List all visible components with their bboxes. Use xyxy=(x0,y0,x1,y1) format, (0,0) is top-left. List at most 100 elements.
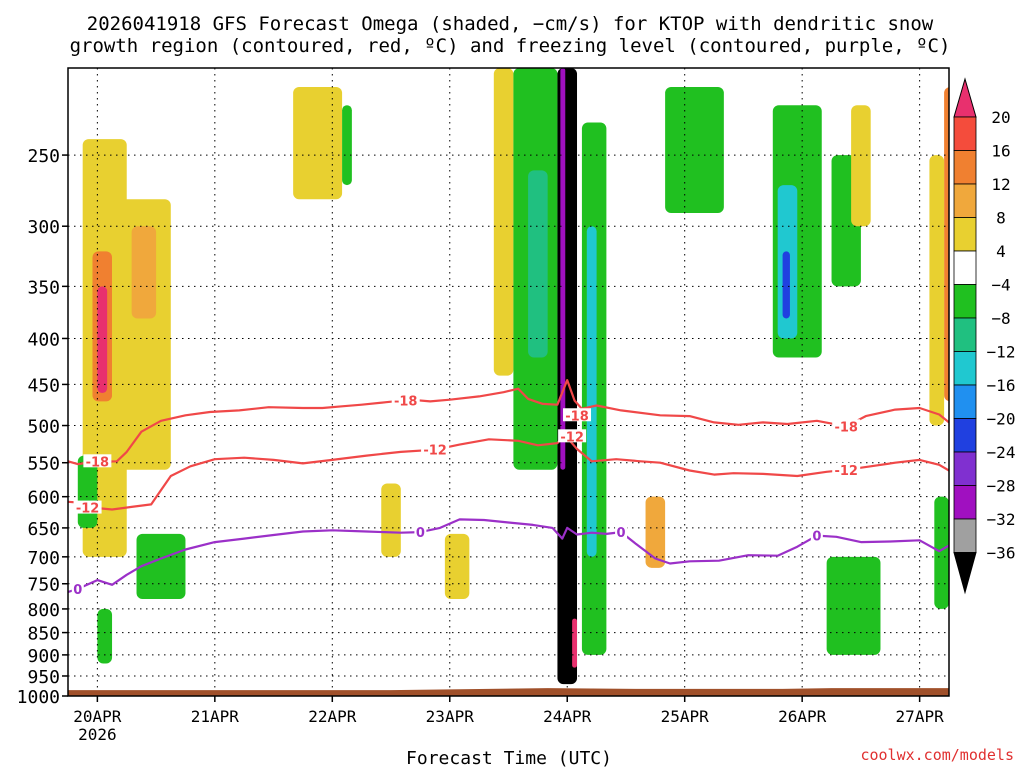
contour-label-bg xyxy=(414,525,427,539)
colorbar-label-12: −32 xyxy=(987,510,1016,529)
credit-link[interactable]: coolwx.com/models xyxy=(860,746,1014,764)
colorbar-label-8: −16 xyxy=(987,376,1016,395)
y-tick-label-350: 350 xyxy=(27,277,60,298)
y-tick-label-900: 900 xyxy=(27,646,60,667)
colorbar-cap-top xyxy=(953,77,977,118)
colorbar-bin-3 xyxy=(953,183,977,218)
omega-cell-25 xyxy=(826,556,881,655)
contour-label-bg xyxy=(615,525,628,539)
colorbar-bin-4 xyxy=(953,217,977,252)
y-tick-label-950: 950 xyxy=(27,667,60,688)
y-axis: 2503003504004505005506006507007508008509… xyxy=(17,146,68,708)
x-tick-label-24APR: 24APR xyxy=(543,707,592,726)
contour-label--12-0: -12 xyxy=(76,502,100,517)
colorbar-bin-12 xyxy=(953,485,977,520)
colorbar-bin-13 xyxy=(953,518,977,553)
y-tick-label-600: 600 xyxy=(27,488,60,509)
contour-label--12-1: -12 xyxy=(423,444,447,459)
x-axis-title: Forecast Time (UTC) xyxy=(406,748,612,768)
omega-cell-12 xyxy=(493,68,514,376)
contour-label-0-0: 0 xyxy=(73,583,82,598)
colorbar-label-2: 12 xyxy=(991,175,1010,194)
contour-lines: -18 -18 -18 -18 -12 -12 -12 -12 0 0 0 0 xyxy=(68,379,949,598)
x-tick-label-26APR: 26APR xyxy=(778,707,827,726)
omega-cell-17 xyxy=(572,618,578,668)
omega-cell-11 xyxy=(444,533,470,600)
contour-label--18-2: -18 xyxy=(565,409,589,424)
colorbar-label-10: −24 xyxy=(987,443,1016,462)
omega-cell-28 xyxy=(944,87,949,402)
colorbar-label-9: −20 xyxy=(987,410,1016,429)
colorbar-bin-6 xyxy=(953,284,977,319)
x-tick-label-21APR: 21APR xyxy=(191,707,240,726)
y-tick-label-450: 450 xyxy=(27,375,60,396)
x-tick-label-22APR: 22APR xyxy=(308,707,357,726)
colorbar-label-7: −12 xyxy=(987,343,1016,362)
omega-cell-6 xyxy=(97,608,113,664)
contour-line-0 xyxy=(68,518,949,594)
y-tick-label-750: 750 xyxy=(27,575,60,596)
colorbar-cap-bottom xyxy=(953,552,977,595)
y-tick-label-650: 650 xyxy=(27,519,60,540)
y-tick-label-1000: 1000 xyxy=(17,687,60,708)
contour-line--12 xyxy=(68,433,949,511)
ground-surface xyxy=(68,688,949,696)
colorbar-label-11: −28 xyxy=(987,477,1016,496)
colorbar-label-5: −4 xyxy=(991,276,1010,295)
colorbar-bin-9 xyxy=(953,384,977,419)
contour-label-bg xyxy=(83,454,112,468)
omega-cell-2 xyxy=(97,286,108,393)
contour-label-0-1: 0 xyxy=(416,526,425,541)
colorbar-label-4: 4 xyxy=(996,242,1006,261)
contour-label-bg xyxy=(421,442,450,456)
omega-cell-30 xyxy=(934,496,949,609)
plot-frame xyxy=(67,67,950,697)
colorbar-bin-7 xyxy=(953,317,977,352)
colorbar-bin-1 xyxy=(953,116,977,151)
y-tick-label-300: 300 xyxy=(27,217,60,238)
colorbar-bin-10 xyxy=(953,418,977,453)
contour-label-bg xyxy=(73,500,102,514)
contour-line--18 xyxy=(68,379,949,466)
colorbar-label-3: 8 xyxy=(996,209,1006,228)
contour-label-bg xyxy=(832,419,861,433)
colorbar-label-6: −8 xyxy=(991,309,1010,328)
contour-label-bg xyxy=(558,429,587,443)
y-tick-label-800: 800 xyxy=(27,600,60,621)
x-tick-label-23APR: 23APR xyxy=(426,707,475,726)
omega-cell-9 xyxy=(342,105,352,186)
omega-cell-14 xyxy=(528,170,548,358)
contour-label-0-3: 0 xyxy=(812,530,821,545)
omega-cell-10 xyxy=(381,483,401,557)
colorbar-label-1: 16 xyxy=(991,142,1010,161)
omega-cell-21 xyxy=(665,87,724,213)
omega-cell-20 xyxy=(645,496,666,568)
colorbar-bin-5 xyxy=(953,250,977,285)
omega-cell-19 xyxy=(586,226,597,557)
y-tick-label-400: 400 xyxy=(27,329,60,350)
y-tick-label-700: 700 xyxy=(27,548,60,569)
omega-cell-4 xyxy=(131,226,157,319)
contour-label--18-3: -18 xyxy=(834,420,858,435)
contour-label-bg xyxy=(810,528,823,542)
colorbar-bin-11 xyxy=(953,451,977,486)
contour-label--18-1: -18 xyxy=(394,395,418,410)
contour-label-bg xyxy=(391,393,420,407)
y-tick-label-500: 500 xyxy=(27,417,60,438)
y-tick-label-850: 850 xyxy=(27,624,60,645)
contour-label-bg xyxy=(71,581,84,595)
omega-cell-16 xyxy=(560,68,566,470)
chart-title-line-2: growth region (contoured, red, ºC) and f… xyxy=(70,35,951,57)
x-tick-sublabel-year: 2026 xyxy=(78,725,117,744)
omega-cell-27 xyxy=(851,105,871,227)
omega-cell-8 xyxy=(293,87,343,200)
colorbar-bin-8 xyxy=(953,351,977,386)
x-tick-label-25APR: 25APR xyxy=(661,707,710,726)
chart-title-line-1: 2026041918 GFS Forecast Omega (shaded, −… xyxy=(87,13,934,35)
colorbar-label-0: 20 xyxy=(991,108,1010,127)
x-tick-label-20APR: 20APR xyxy=(73,707,122,726)
omega-cell-24 xyxy=(782,251,790,319)
contour-label-0-2: 0 xyxy=(617,526,626,541)
